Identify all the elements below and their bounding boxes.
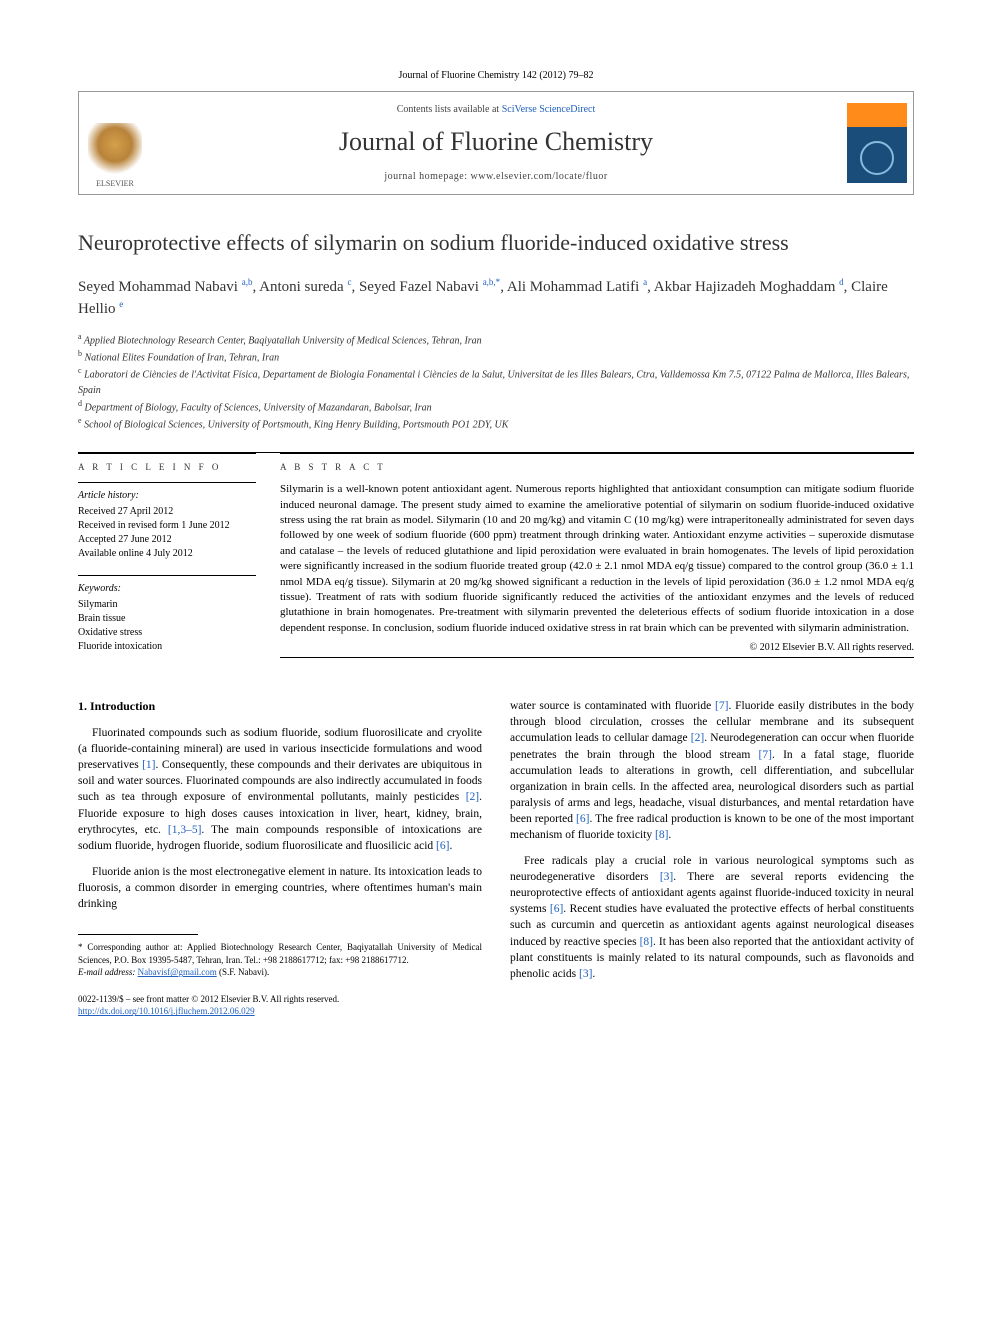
section-1-head: 1. Introduction xyxy=(78,698,482,715)
journal-header-box: ELSEVIER Contents lists available at Sci… xyxy=(78,91,914,195)
sciencedirect-link[interactable]: SciVerse ScienceDirect xyxy=(502,104,596,115)
divider xyxy=(78,575,256,576)
authors-list: Seyed Mohammad Nabavi a,b, Antoni sureda… xyxy=(78,276,914,321)
history-subhead: Article history: xyxy=(78,489,256,503)
citation-ref[interactable]: [8] xyxy=(655,829,668,841)
keywords-block: Keywords: SilymarinBrain tissueOxidative… xyxy=(78,582,256,654)
keyword-line: Fluoride intoxication xyxy=(78,640,256,654)
citation-ref[interactable]: [1,3–5] xyxy=(168,824,202,836)
affiliation-line: e School of Biological Sciences, Univers… xyxy=(78,415,914,432)
affiliations-list: a Applied Biotechnology Research Center,… xyxy=(78,331,914,433)
doi-link[interactable]: http://dx.doi.org/10.1016/j.jfluchem.201… xyxy=(78,1006,255,1016)
citation-ref[interactable]: [2] xyxy=(466,791,479,803)
citation-ref[interactable]: [6] xyxy=(436,840,449,852)
info-abstract-row: A R T I C L E I N F O Article history: R… xyxy=(78,452,914,668)
homepage-url: www.elsevier.com/locate/fluor xyxy=(471,171,608,182)
journal-name: Journal of Fluorine Chemistry xyxy=(159,127,833,157)
article-history-block: Article history: Received 27 April 2012R… xyxy=(78,489,256,561)
citation-line: Journal of Fluorine Chemistry 142 (2012)… xyxy=(78,70,914,81)
citation-ref[interactable]: [3] xyxy=(660,871,673,883)
intro-para-1: Fluorinated compounds such as sodium flu… xyxy=(78,725,482,854)
contents-available-line: Contents lists available at SciVerse Sci… xyxy=(159,104,833,115)
history-line: Available online 4 July 2012 xyxy=(78,547,256,561)
cover-image-icon xyxy=(847,103,907,183)
elsevier-label: ELSEVIER xyxy=(96,179,134,188)
front-matter-line: 0022-1139/$ – see front matter © 2012 El… xyxy=(78,993,482,1006)
article-info-head: A R T I C L E I N F O xyxy=(78,462,256,472)
citation-ref[interactable]: [6] xyxy=(550,903,563,915)
email-label: E-mail address: xyxy=(78,967,138,977)
affiliation-line: d Department of Biology, Faculty of Scie… xyxy=(78,398,914,415)
divider xyxy=(78,482,256,483)
email-line: E-mail address: Nabavisf@gmail.com (S.F.… xyxy=(78,966,482,979)
affiliation-line: a Applied Biotechnology Research Center,… xyxy=(78,331,914,348)
email-suffix: (S.F. Nabavi). xyxy=(217,967,270,977)
contents-prefix: Contents lists available at xyxy=(397,104,502,115)
citation-ref[interactable]: [6] xyxy=(576,813,589,825)
abstract-text: Silymarin is a well-known potent antioxi… xyxy=(280,482,914,636)
citation-ref[interactable]: [7] xyxy=(759,749,772,761)
page-container: Journal of Fluorine Chemistry 142 (2012)… xyxy=(0,0,992,1058)
body-two-columns: 1. Introduction Fluorinated compounds su… xyxy=(78,698,914,1018)
history-line: Received 27 April 2012 xyxy=(78,505,256,519)
homepage-prefix: journal homepage: xyxy=(384,171,470,182)
history-line: Received in revised form 1 June 2012 xyxy=(78,519,256,533)
affiliation-line: b National Elites Foundation of Iran, Te… xyxy=(78,348,914,365)
citation-ref[interactable]: [7] xyxy=(715,700,728,712)
abstract-copyright: © 2012 Elsevier B.V. All rights reserved… xyxy=(280,642,914,653)
citation-ref[interactable]: [1] xyxy=(142,759,155,771)
right-column: water source is contaminated with fluori… xyxy=(510,698,914,1018)
footnote-separator xyxy=(78,934,198,935)
email-link[interactable]: Nabavisf@gmail.com xyxy=(138,967,217,977)
keyword-line: Silymarin xyxy=(78,598,256,612)
corr-author-text: * Corresponding author at: Applied Biote… xyxy=(78,941,482,966)
article-title: Neuroprotective effects of silymarin on … xyxy=(78,229,914,258)
article-info-column: A R T I C L E I N F O Article history: R… xyxy=(78,453,256,668)
history-line: Accepted 27 June 2012 xyxy=(78,533,256,547)
keyword-line: Brain tissue xyxy=(78,612,256,626)
keyword-line: Oxidative stress xyxy=(78,626,256,640)
intro-para-2: Fluoride anion is the most electronegati… xyxy=(78,864,482,912)
homepage-line: journal homepage: www.elsevier.com/locat… xyxy=(159,171,833,182)
citation-ref[interactable]: [3] xyxy=(579,968,592,980)
journal-cover-thumb xyxy=(841,92,913,194)
footer-block: 0022-1139/$ – see front matter © 2012 El… xyxy=(78,993,482,1018)
citation-ref[interactable]: [2] xyxy=(691,732,704,744)
intro-para-4: Free radicals play a crucial role in var… xyxy=(510,853,914,982)
left-column: 1. Introduction Fluorinated compounds su… xyxy=(78,698,482,1018)
keywords-subhead: Keywords: xyxy=(78,582,256,596)
corresponding-author-footnote: * Corresponding author at: Applied Biote… xyxy=(78,941,482,979)
divider xyxy=(280,657,914,658)
abstract-head: A B S T R A C T xyxy=(280,462,914,472)
elsevier-logo: ELSEVIER xyxy=(79,92,151,194)
abstract-column: A B S T R A C T Silymarin is a well-know… xyxy=(280,453,914,668)
header-center: Contents lists available at SciVerse Sci… xyxy=(151,92,841,194)
affiliation-line: c Laboratori de Ciències de l'Activitat … xyxy=(78,365,914,397)
intro-para-3: water source is contaminated with fluori… xyxy=(510,698,914,843)
citation-ref[interactable]: [8] xyxy=(640,936,653,948)
elsevier-tree-icon xyxy=(88,123,142,177)
